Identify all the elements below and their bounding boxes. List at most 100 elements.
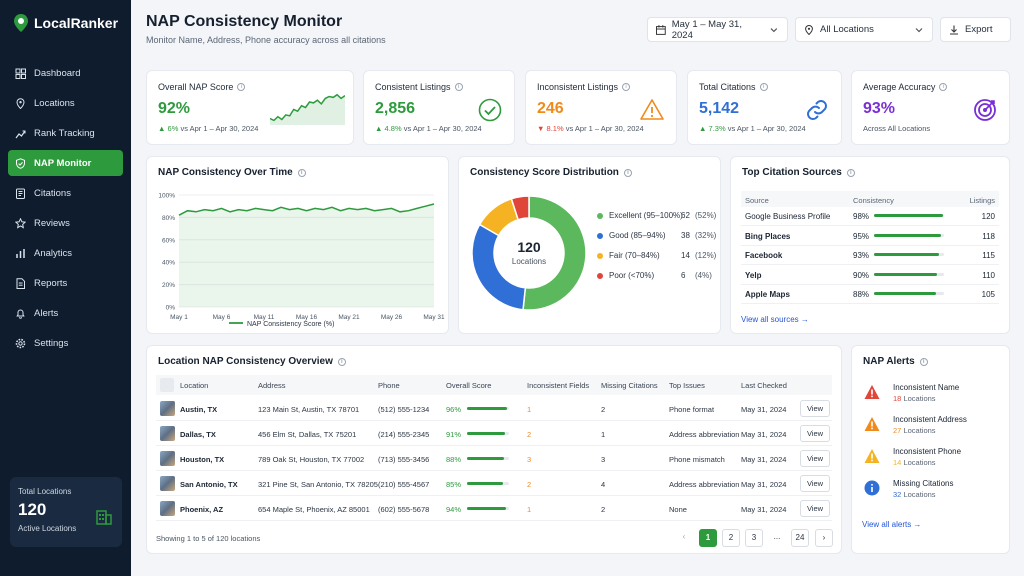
x-tick-label: May 31 <box>423 314 445 321</box>
pagination-page-1[interactable]: 1 <box>699 529 717 547</box>
info-circle-icon <box>864 480 880 496</box>
sidebar-item-label: Reviews <box>34 217 70 229</box>
location-phone: (512) 555-1234 <box>378 405 430 414</box>
location-name[interactable]: Dallas, TX <box>180 430 216 439</box>
y-tick-label: 0% <box>166 305 176 312</box>
sidebar-item-citations[interactable]: Citations <box>8 180 123 206</box>
sidebar-item-analytics[interactable]: Analytics <box>8 240 123 266</box>
pagination-next-button[interactable]: › <box>815 529 833 547</box>
source-consistency-pct: 95% <box>853 231 870 241</box>
chart-title-wrap: NAP Consistency Over Time i <box>158 167 306 178</box>
view-all-sources-link[interactable]: View all sources → <box>741 315 809 324</box>
brand-name: LocalRanker <box>34 15 119 31</box>
info-icon[interactable]: i <box>623 168 632 177</box>
info-icon[interactable]: i <box>919 357 928 366</box>
location-address: 789 Oak St, Houston, TX 77002 <box>258 455 365 464</box>
sidebar-item-alerts[interactable]: Alerts <box>8 300 123 326</box>
series-line <box>178 203 435 216</box>
view-button[interactable]: View <box>800 425 830 442</box>
legend-percent: (4%) <box>695 271 712 280</box>
view-button[interactable]: View <box>800 400 830 417</box>
info-icon[interactable]: i <box>939 83 948 91</box>
column-header-last-checked: Last Checked <box>741 381 787 390</box>
sidebar-item-nap-monitor[interactable]: NAP Monitor <box>8 150 123 176</box>
sidebar-item-label: Reports <box>34 277 68 289</box>
alert-item[interactable]: Missing Citations 32 Locations <box>863 478 1003 506</box>
location-name[interactable]: Phoenix, AZ <box>180 505 224 514</box>
kpi-label: Overall NAP Score <box>158 82 234 92</box>
info-icon[interactable]: i <box>846 168 855 177</box>
analytics-icon <box>16 248 25 258</box>
export-label: Export <box>965 24 993 35</box>
last-checked: May 31, 2024 <box>741 505 787 514</box>
info-icon[interactable]: i <box>337 357 346 366</box>
trend-up-icon: ▲ <box>375 124 383 133</box>
alert-item[interactable]: Inconsistent Name 18 Locations <box>863 382 1003 410</box>
source-consistency-pct: 93% <box>853 251 870 260</box>
total-locations-card: Total Locations 120 Active Locations <box>10 477 122 547</box>
view-button[interactable]: View <box>800 450 830 467</box>
kpi-change-value: 6% <box>167 124 179 133</box>
location-pin-icon <box>16 97 25 109</box>
source-row: Facebook 93% 115 <box>741 246 999 265</box>
location-name[interactable]: Austin, TX <box>180 405 218 414</box>
info-icon[interactable]: i <box>622 83 631 91</box>
series-area <box>179 204 434 307</box>
sidebar-item-label: Citations <box>34 187 71 199</box>
location-name[interactable]: San Antonio, TX <box>180 480 238 489</box>
info-icon[interactable]: i <box>454 83 463 91</box>
sidebar-item-rank-tracking[interactable]: Rank Tracking <box>8 120 123 146</box>
location-thumbnail <box>160 451 175 466</box>
sidebar-item-label: Rank Tracking <box>34 127 95 139</box>
table-row: Dallas, TX 456 Elm St, Dallas, TX 75201 (2… <box>156 421 832 446</box>
kpi-value: 2,856 <box>375 100 416 117</box>
source-listings: 115 <box>982 251 995 260</box>
location-filter-select[interactable]: All Locations <box>795 17 933 42</box>
pagination-prev-button[interactable]: ‹ <box>682 532 686 541</box>
sidebar-item-label: Settings <box>34 337 69 349</box>
alert-count: 27 <box>893 426 902 435</box>
table-row: San Antonio, TX 321 Pine St, San Antonio,… <box>156 471 832 496</box>
legend-swatch <box>597 212 603 219</box>
view-button[interactable]: View <box>800 475 830 492</box>
sidebar-item-settings[interactable]: Settings <box>8 330 123 356</box>
sidebar-item-locations[interactable]: Locations <box>8 90 123 116</box>
alert-item[interactable]: Inconsistent Address 27 Locations <box>863 414 1003 442</box>
sidebar-item-reviews[interactable]: Reviews <box>8 210 123 236</box>
source-name: Facebook <box>745 251 783 260</box>
pagination-page-3[interactable]: 3 <box>745 529 763 547</box>
alert-item[interactable]: Inconsistent Phone 14 Locations <box>863 446 1003 474</box>
overall-score-bar-fill <box>467 507 507 510</box>
donut-center-value: 120 <box>517 239 541 255</box>
export-button[interactable]: Export <box>940 17 1011 42</box>
location-name[interactable]: Houston, TX <box>180 455 225 464</box>
building-icon <box>96 510 112 525</box>
select-all-checkbox[interactable] <box>160 378 174 392</box>
sidebar-item-label: Alerts <box>34 307 59 319</box>
info-icon[interactable]: i <box>297 168 306 177</box>
brand-logo[interactable]: LocalRanker <box>14 14 118 32</box>
view-all-alerts-link[interactable]: View all alerts → <box>862 520 922 529</box>
x-tick-label: May 6 <box>213 314 231 321</box>
column-header-inconsistent-fields: Inconsistent Fields <box>527 381 590 390</box>
pagination-page-24[interactable]: 24 <box>791 529 809 547</box>
sidebar-item-reports[interactable]: Reports <box>8 270 123 296</box>
page-subtitle: Monitor Name, Address, Phone accuracy ac… <box>146 35 386 45</box>
legend-percent: (52%) <box>695 211 717 220</box>
info-icon[interactable]: i <box>237 83 246 91</box>
info-icon[interactable]: i <box>759 83 768 91</box>
link-icon <box>807 100 827 120</box>
table-row: Phoenix, AZ 654 Maple St, Phoenix, AZ 850… <box>156 496 832 521</box>
source-consistency-bar-fill <box>874 214 943 217</box>
date-range-picker[interactable]: May 1 – May 31, 2024 <box>647 17 788 42</box>
overview-table-header: Location Address Phone Overall Score Inc… <box>156 375 832 395</box>
sidebar-item-dashboard[interactable]: Dashboard <box>8 60 123 86</box>
column-header-address: Address <box>258 381 286 390</box>
pagination-page-2[interactable]: 2 <box>722 529 740 547</box>
location-address: 123 Main St, Austin, TX 78701 <box>258 405 360 414</box>
alert-subtitle: 32 Locations <box>893 490 936 499</box>
view-button[interactable]: View <box>800 500 830 517</box>
location-pin-icon <box>805 24 813 35</box>
source-name: Apple Maps <box>745 290 790 299</box>
kpi-label: Average Accuracy <box>863 82 936 92</box>
